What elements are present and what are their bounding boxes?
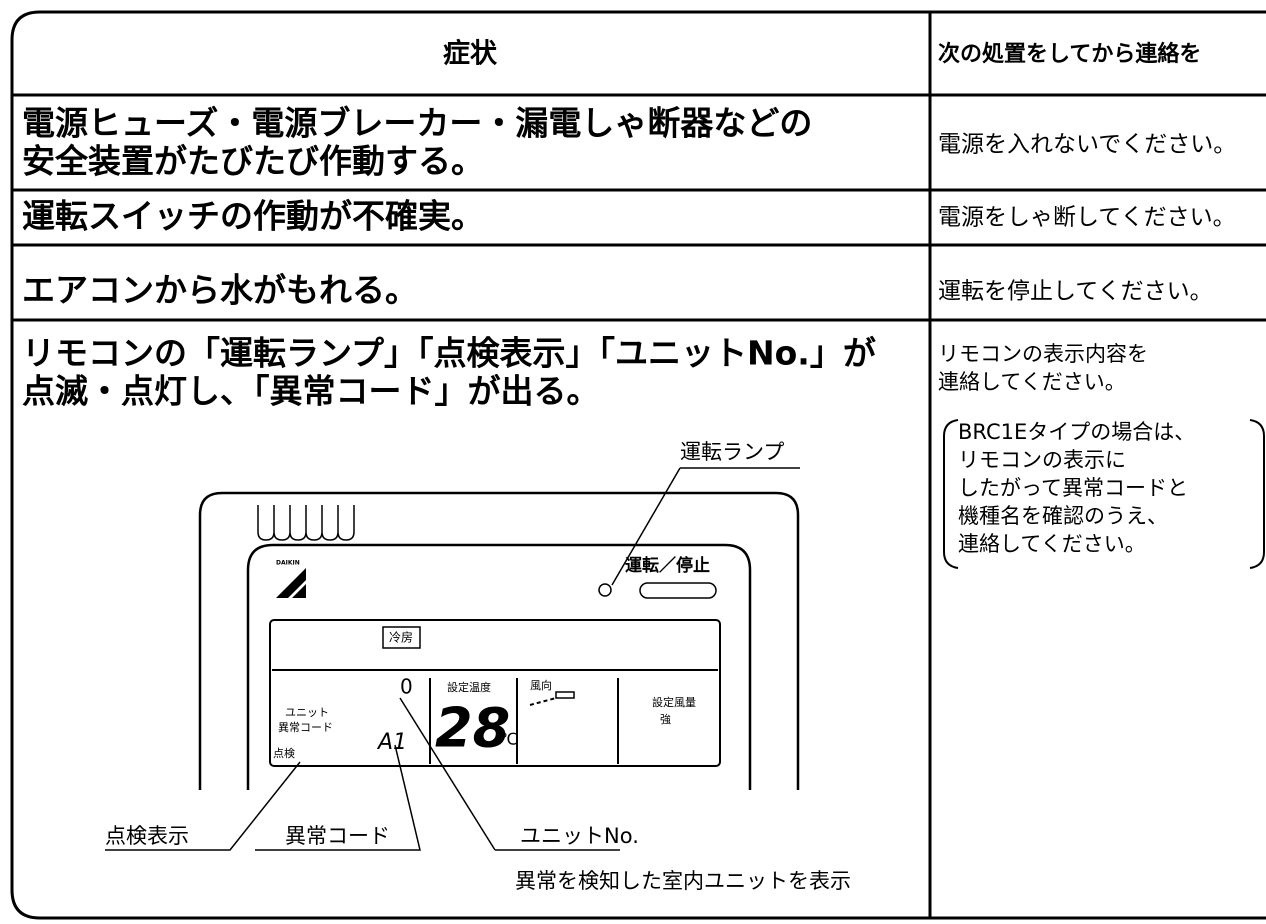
symptom-text: 点滅・点灯し、「異常コード」が出る。 (22, 372, 600, 411)
unit-no: 0 (400, 675, 413, 699)
action-text: 電源を入れないでください。 (938, 132, 1236, 158)
error-code: A1 (376, 730, 407, 755)
callout: 点検表示 (105, 824, 189, 848)
bracket (1249, 419, 1265, 569)
callout: 異常コード (285, 824, 390, 848)
table-frame (10, 10, 1266, 920)
action-text: 連絡してください。 (938, 370, 1126, 394)
action-text: 電源をしゃ断してください。 (938, 205, 1236, 231)
note-text: したがって異常コードと (958, 476, 1188, 500)
button-label: 運転／停止 (625, 555, 710, 576)
header-action: 次の処置をしてから連絡を (938, 41, 1201, 67)
brand: DAIKIN (276, 560, 300, 567)
bracket (943, 419, 959, 569)
note-text: 連絡してください。 (958, 532, 1146, 556)
row-dividers (12, 93, 1266, 322)
unit-label: ユニット (285, 706, 329, 719)
symptom-text: エアコンから水がもれる。 (22, 271, 418, 310)
code-label: 異常コード (278, 721, 333, 734)
action-text: 運転を停止してください。 (938, 279, 1213, 305)
remote (105, 467, 800, 851)
wind-dir-label: 風向 (530, 678, 552, 692)
temp: 28 (435, 697, 510, 760)
temp-unit: ℃ (500, 730, 518, 749)
mode: 冷房 (389, 630, 413, 645)
action-text: リモコンの表示内容を (938, 342, 1148, 366)
symptom-text: リモコンの「運転ランプ」「点検表示」「ユニットNo.」が (22, 334, 876, 373)
callout: ユニットNo. (520, 824, 639, 848)
set-temp-label: 設定温度 (447, 680, 491, 694)
fan-level: 強 (660, 713, 671, 726)
note-text: リモコンの表示に (958, 448, 1126, 472)
symptom-text: 安全装置がたびたび作動する。 (22, 142, 484, 181)
fan-label: 設定風量 (652, 695, 696, 709)
lamp-label: 運転ランプ (680, 440, 784, 464)
note-text: 機種名を確認のうえ、 (958, 504, 1168, 528)
symptom-text: 運転スイッチの作動が不確実。 (22, 197, 484, 236)
symptom-text: 電源ヒューズ・電源ブレーカー・漏電しゃ断器などの (22, 104, 812, 143)
callout: 異常を検知した室内ユニットを表示 (515, 869, 851, 893)
check-label: 点検 (273, 746, 295, 760)
header-symptom: 症状 (443, 39, 498, 70)
note-text: BRC1Eタイプの場合は、 (958, 420, 1195, 444)
